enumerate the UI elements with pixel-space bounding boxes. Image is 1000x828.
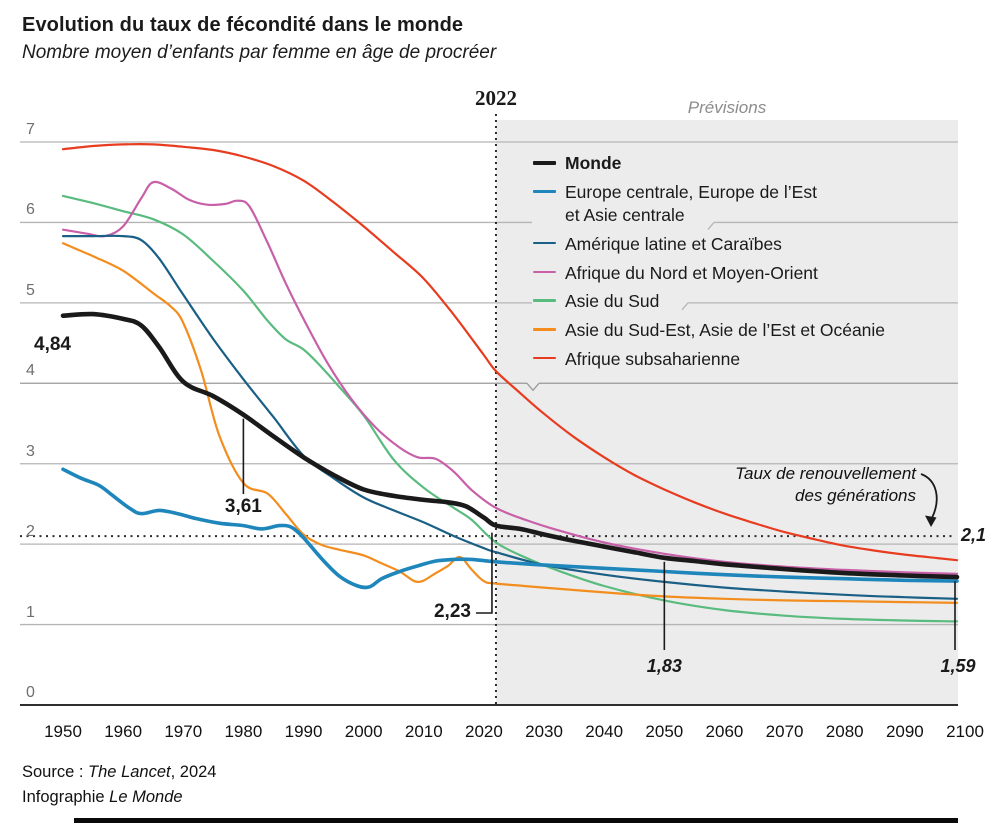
legend-swatch (533, 356, 556, 360)
forecast-start-year-label: 2022 (474, 86, 517, 110)
legend-label: Afrique du Nord et Moyen-Orient (565, 262, 818, 283)
x-tick-label-2010: 2010 (404, 722, 443, 741)
legend-item-6: Asie du Sud-Est, Asie de l’Est et Océani… (533, 319, 885, 342)
credit-name: Le Monde (109, 788, 183, 806)
y-tick-label-2: 2 (26, 523, 35, 541)
annotation-3-61: 3,61 (224, 496, 262, 517)
gridline-jog (681, 302, 689, 311)
annotation-1-59: 1,59 (940, 656, 976, 676)
legend-label: Asie du Sud (565, 291, 660, 312)
legend-swatch (533, 328, 556, 331)
page-subtitle: Nombre moyen d’enfants par femme en âge … (22, 42, 497, 63)
source-line: Source : The Lancet, 2024 (22, 763, 216, 782)
legend-label: Europe centrale, Europe de l’Est et Asie… (565, 181, 817, 226)
x-tick-label-2050: 2050 (645, 722, 684, 741)
legend-swatch (533, 241, 556, 245)
legend-swatch (533, 299, 556, 302)
x-tick-label-1960: 1960 (104, 722, 143, 741)
x-tick-label-2090: 2090 (885, 722, 924, 741)
credit-prefix: Infographie (22, 788, 110, 806)
x-tick-label-2070: 2070 (765, 722, 804, 741)
legend-swatch (533, 189, 556, 194)
legend-item-7: Afrique subsaharienne (533, 348, 885, 371)
series-line-monde (60, 311, 960, 580)
x-tick-label-2100: 2100 (946, 722, 984, 741)
x-tick-label-2060: 2060 (705, 722, 744, 741)
replacement-note-arrowhead (925, 515, 937, 527)
y-tick-label-5: 5 (26, 281, 35, 299)
x-tick-label-2000: 2000 (344, 722, 383, 741)
source-prefix: Source : (22, 763, 89, 781)
x-tick-label-1950: 1950 (44, 722, 82, 741)
legend-item-5: Asie du Sud (533, 290, 885, 313)
series-line-asie-sud-est-est-oceanie (61, 242, 959, 604)
series-line-asie-du-sud (61, 194, 959, 623)
legend-item-3: Amérique latine et Caraïbes (533, 233, 885, 256)
series-line-afrique-subsaharienne (61, 143, 959, 562)
legend-swatch (533, 270, 556, 274)
y-tick-label-3: 3 (26, 442, 35, 460)
gridline-jog (707, 222, 715, 230)
annotation-1-83: 1,83 (646, 656, 682, 676)
source-suffix: , 2024 (170, 763, 217, 781)
legend: Monde Europe centrale, Europe de l’Est et… (533, 152, 885, 377)
annotation-4-84: 4,84 (34, 334, 71, 355)
x-tick-label-1990: 1990 (284, 722, 323, 741)
y-tick-label-7: 7 (26, 121, 35, 138)
annotation-line-2-23 (475, 532, 493, 614)
page-title: Evolution du taux de fécondité dans le m… (22, 14, 464, 36)
legend-label: Amérique latine et Caraïbes (565, 233, 782, 254)
series-line-afrique-nord-moyen-orient (61, 180, 959, 575)
y-tick-label-0: 0 (26, 684, 35, 701)
x-tick-label-2040: 2040 (585, 722, 624, 741)
x-tick-label-2080: 2080 (825, 722, 864, 741)
series-line-europe-centrale-est-asie-centrale (61, 467, 959, 590)
series-line-amerique-latine-caraibes (61, 234, 959, 600)
source-name: The Lancet (88, 763, 171, 781)
x-tick-label-1980: 1980 (224, 722, 263, 741)
legend-swatch (533, 161, 556, 165)
legend-label: Monde (565, 153, 622, 173)
legend-label: Asie du Sud-Est, Asie de l’Est et Océani… (565, 320, 886, 341)
legend-item-1: Monde (533, 152, 885, 175)
x-tick-label-1970: 1970 (164, 722, 203, 741)
legend-item-2: Europe centrale, Europe de l’Est et Asie… (533, 181, 885, 228)
replacement-note-arrow (920, 473, 938, 519)
y-tick-label-6: 6 (26, 201, 35, 219)
gridline-jog (526, 382, 540, 392)
annotation-2-23: 2,23 (433, 601, 471, 622)
credit-line: Infographie Le Monde (22, 788, 183, 807)
legend-item-4: Afrique du Nord et Moyen-Orient (533, 262, 885, 285)
x-tick-label-2020: 2020 (465, 722, 503, 741)
forecast-zone-label: Prévisions (687, 98, 767, 117)
legend-label: Afrique subsaharienne (565, 348, 741, 369)
replacement-rate-value-label: 2,1 (961, 525, 987, 545)
bottom-bar (74, 818, 958, 823)
y-tick-label-4: 4 (26, 362, 35, 380)
x-tick-label-2030: 2030 (525, 722, 563, 741)
y-tick-label-1: 1 (26, 603, 35, 621)
forecast-zone (495, 120, 958, 705)
replacement-rate-note: Taux de renouvellement des générations (735, 464, 916, 506)
